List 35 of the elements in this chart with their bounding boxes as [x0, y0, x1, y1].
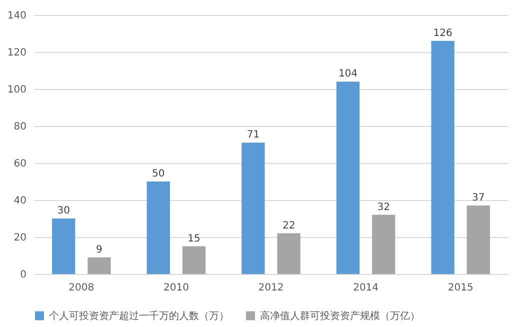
y-tick-label: 60: [14, 158, 26, 170]
bar: [431, 40, 454, 274]
data-label: 32: [377, 202, 390, 213]
bar: [146, 182, 170, 274]
bar: [372, 214, 396, 274]
y-tick-label: 20: [14, 232, 26, 244]
bar: [242, 142, 265, 274]
data-label: 104: [338, 68, 358, 80]
x-tick-label: 2008: [68, 282, 94, 294]
data-label: 22: [282, 220, 296, 232]
data-label: 9: [96, 244, 102, 256]
y-tick-label: 120: [7, 48, 26, 58]
y-tick-label: 100: [7, 84, 26, 96]
x-tick-label: 2012: [258, 282, 284, 294]
bar: [466, 206, 490, 274]
y-tick-label: 0: [20, 270, 26, 280]
data-label: 15: [188, 233, 200, 244]
data-label: 126: [433, 28, 452, 39]
y-tick-label: 140: [7, 10, 26, 22]
bar: [336, 82, 360, 274]
x-tick-label: 2015: [448, 282, 474, 294]
x-tick-label: 2014: [353, 282, 379, 294]
x-tick-label: 2010: [163, 282, 189, 294]
y-tick-label: 80: [14, 122, 26, 132]
data-label: 37: [472, 192, 485, 204]
bar: [182, 246, 206, 274]
data-label: 30: [57, 206, 70, 216]
bar: [277, 233, 300, 274]
legend-label: 个人可投资资产超过一千万的人数（万）: [49, 310, 229, 322]
y-tick-label: 40: [14, 196, 26, 206]
data-label: 50: [152, 168, 165, 180]
data-label: 71: [246, 130, 260, 141]
bar: [88, 257, 111, 274]
bar: [52, 218, 76, 274]
legend-label: 高净值人群可投资资产规模（万亿）: [260, 310, 420, 322]
